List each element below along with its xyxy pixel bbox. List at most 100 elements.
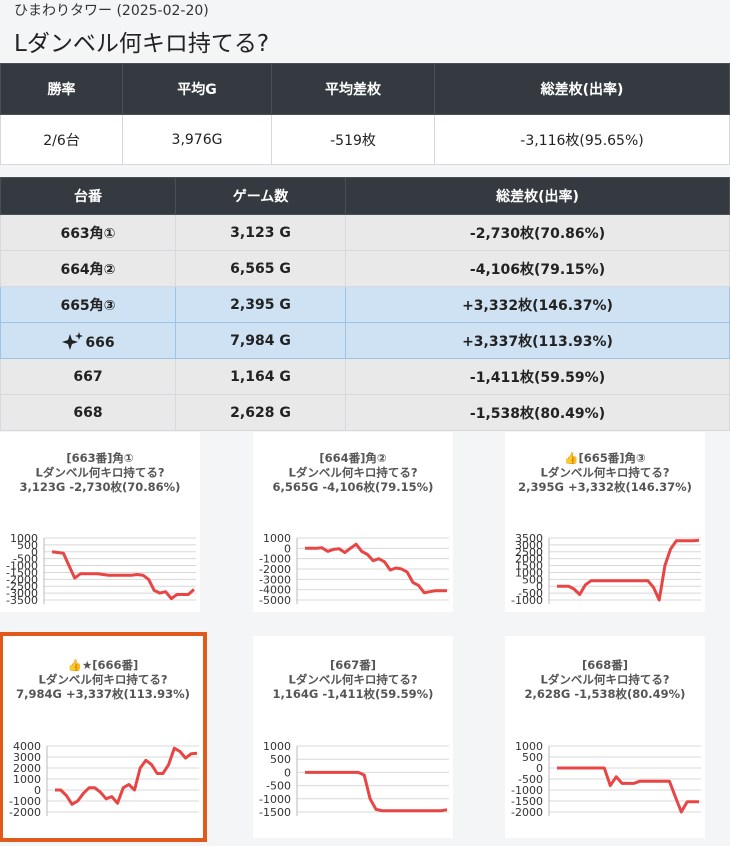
- cell: -1,411枚(59.59%): [345, 358, 730, 395]
- data-line: [305, 770, 448, 813]
- y-tick-label: 0: [284, 766, 291, 779]
- y-tick-label: 2500: [515, 546, 543, 559]
- y-tick-label: -2000: [259, 563, 291, 576]
- header-cell: 総差枚(出率): [345, 177, 730, 215]
- cell-text: +3,332枚(146.37%): [462, 297, 613, 314]
- header-cell: ゲーム数: [175, 177, 346, 215]
- cell-text: 2,628 G: [230, 404, 291, 421]
- y-tick-label: -2000: [511, 806, 543, 819]
- y-tick-label: -1500: [6, 566, 38, 579]
- chart: 👍★[666番]Lダンベル何キロ持てる?7,984G +3,337枚(113.9…: [9, 658, 199, 819]
- data-line: [305, 542, 448, 595]
- machine-row: 665角③ 2,395 G +3,332枚(146.37%): [0, 286, 730, 323]
- header-cell: 平均G: [122, 63, 272, 115]
- y-tick-label: 3000: [13, 751, 41, 764]
- cell-text: +3,337枚(113.93%): [462, 333, 613, 350]
- chart-title: Lダンベル何キロ持てる?: [36, 466, 165, 480]
- chart-title: [668番]: [582, 658, 628, 672]
- y-tick-label: -1000: [511, 594, 543, 607]
- header-cell: 勝率: [0, 63, 123, 115]
- cell: 2,628 G: [175, 394, 346, 431]
- chart-title: 2,395G +3,332枚(146.37%): [518, 480, 692, 494]
- sparkle-shape: [62, 331, 84, 350]
- y-tick-label: -1000: [6, 560, 38, 573]
- cell-text: 3,123 G: [230, 224, 291, 241]
- cell: 6,565 G: [175, 250, 346, 287]
- chart: [668番]Lダンベル何キロ持てる?2,628G -1,538枚(80.49%)…: [511, 658, 701, 819]
- cell: 1,164 G: [175, 358, 346, 395]
- data-line: [557, 766, 699, 814]
- cell: -3,116枚(95.65%): [434, 114, 730, 165]
- chart-panel: [668番] Lダンベル何キロ持てる? 2,628G -1,538枚(80.49%)…: [505, 636, 705, 838]
- chart-panel: [667番] Lダンベル何キロ持てる? 1,164G -1,411枚(59.59%)…: [253, 636, 453, 838]
- y-tick-label: 4000: [13, 740, 41, 753]
- y-tick-label: 3000: [515, 539, 543, 552]
- y-tick-label: -1000: [9, 795, 41, 808]
- y-tick-label: -1000: [511, 784, 543, 797]
- cell-text: -1,411枚(59.59%): [469, 369, 606, 386]
- y-tick-label: 1000: [13, 773, 41, 786]
- y-tick-label: -1000: [259, 793, 291, 806]
- y-tick-label: -500: [518, 773, 543, 786]
- y-tick-label: -3000: [6, 587, 38, 600]
- sparkle-icon: [62, 331, 84, 350]
- y-tick-label: 0: [536, 762, 543, 775]
- y-tick-label: 500: [270, 753, 291, 766]
- machine-row: 667 1,164 G -1,411枚(59.59%): [0, 358, 730, 395]
- chart-title: 2,628G -1,538枚(80.49%): [525, 687, 686, 701]
- chart-title: [667番]: [330, 658, 376, 672]
- subtitle: ひまわりタワー (2025-02-20): [14, 3, 209, 19]
- cell-text: 665角③: [60, 297, 116, 314]
- y-tick-label: -1500: [259, 806, 291, 819]
- title: Lダンベル何キロ持てる?: [14, 31, 270, 57]
- cell-text: 7,984 G: [230, 332, 291, 349]
- chart-title: [664番]角②: [319, 451, 386, 465]
- cell: +3,332枚(146.37%): [345, 286, 730, 323]
- cell-text: 663角①: [60, 225, 116, 242]
- chart-title: 3,123G -2,730枚(70.86%): [20, 480, 181, 494]
- header-cell: 総差枚(出率): [434, 63, 730, 115]
- y-tick-label: 1000: [263, 532, 291, 545]
- y-tick-label: 1000: [263, 740, 291, 753]
- y-tick-label: -500: [518, 587, 543, 600]
- cell: +3,337枚(113.93%): [345, 322, 730, 359]
- cell: -4,106枚(79.15%): [345, 250, 730, 287]
- cell-text: 2,395 G: [230, 296, 291, 313]
- chart-title: Lダンベル何キロ持てる?: [289, 466, 418, 480]
- chart-title: Lダンベル何キロ持てる?: [541, 673, 670, 687]
- summary-table: 勝率 平均G 平均差枚 総差枚(出率) 2/6台 3,976G -519枚 -3,116枚(9…: [0, 63, 730, 165]
- chart-title: 👍★[666番]: [68, 658, 139, 672]
- cell-text: 1,164 G: [230, 368, 291, 385]
- y-tick-label: -4000: [259, 584, 291, 597]
- cell-text: 666: [85, 334, 115, 351]
- y-tick-label: 500: [522, 751, 543, 764]
- cell: -2,730枚(70.86%): [345, 214, 730, 251]
- y-tick-label: -500: [266, 780, 291, 793]
- chart-title: Lダンベル何キロ持てる?: [39, 673, 168, 687]
- chart-panel: 👍★[666番] Lダンベル何キロ持てる? 7,984G +3,337枚(113.9…: [0, 632, 207, 842]
- y-tick-label: 0: [34, 784, 41, 797]
- machines-table: 台番 ゲーム数 総差枚(出率) 663角① 3,123 G -2,730枚(70.86%)…: [0, 177, 730, 431]
- cell: 7,984 G: [175, 322, 346, 359]
- chart-title: 👍[665番]角③: [564, 451, 646, 465]
- cell: 664角②: [0, 250, 176, 287]
- cell: 667: [0, 358, 176, 395]
- chart: [667番]Lダンベル何キロ持てる?1,164G -1,411枚(59.59%)…: [259, 658, 449, 819]
- y-tick-label: -2000: [6, 573, 38, 586]
- machine-row: 664角② 6,565 G -4,106枚(79.15%): [0, 250, 730, 287]
- chart-title: [663番]角①: [66, 451, 133, 465]
- cell: 663角①: [0, 214, 176, 251]
- machine-row: 668 2,628 G -1,538枚(80.49%): [0, 394, 730, 431]
- cell: 3,123 G: [175, 214, 346, 251]
- data-line: [55, 746, 198, 806]
- y-tick-label: 1500: [515, 560, 543, 573]
- cell: 2/6台: [0, 114, 123, 165]
- y-tick-label: -2500: [6, 580, 38, 593]
- cell: 2,395 G: [175, 286, 346, 323]
- y-tick-label: -3500: [6, 594, 38, 607]
